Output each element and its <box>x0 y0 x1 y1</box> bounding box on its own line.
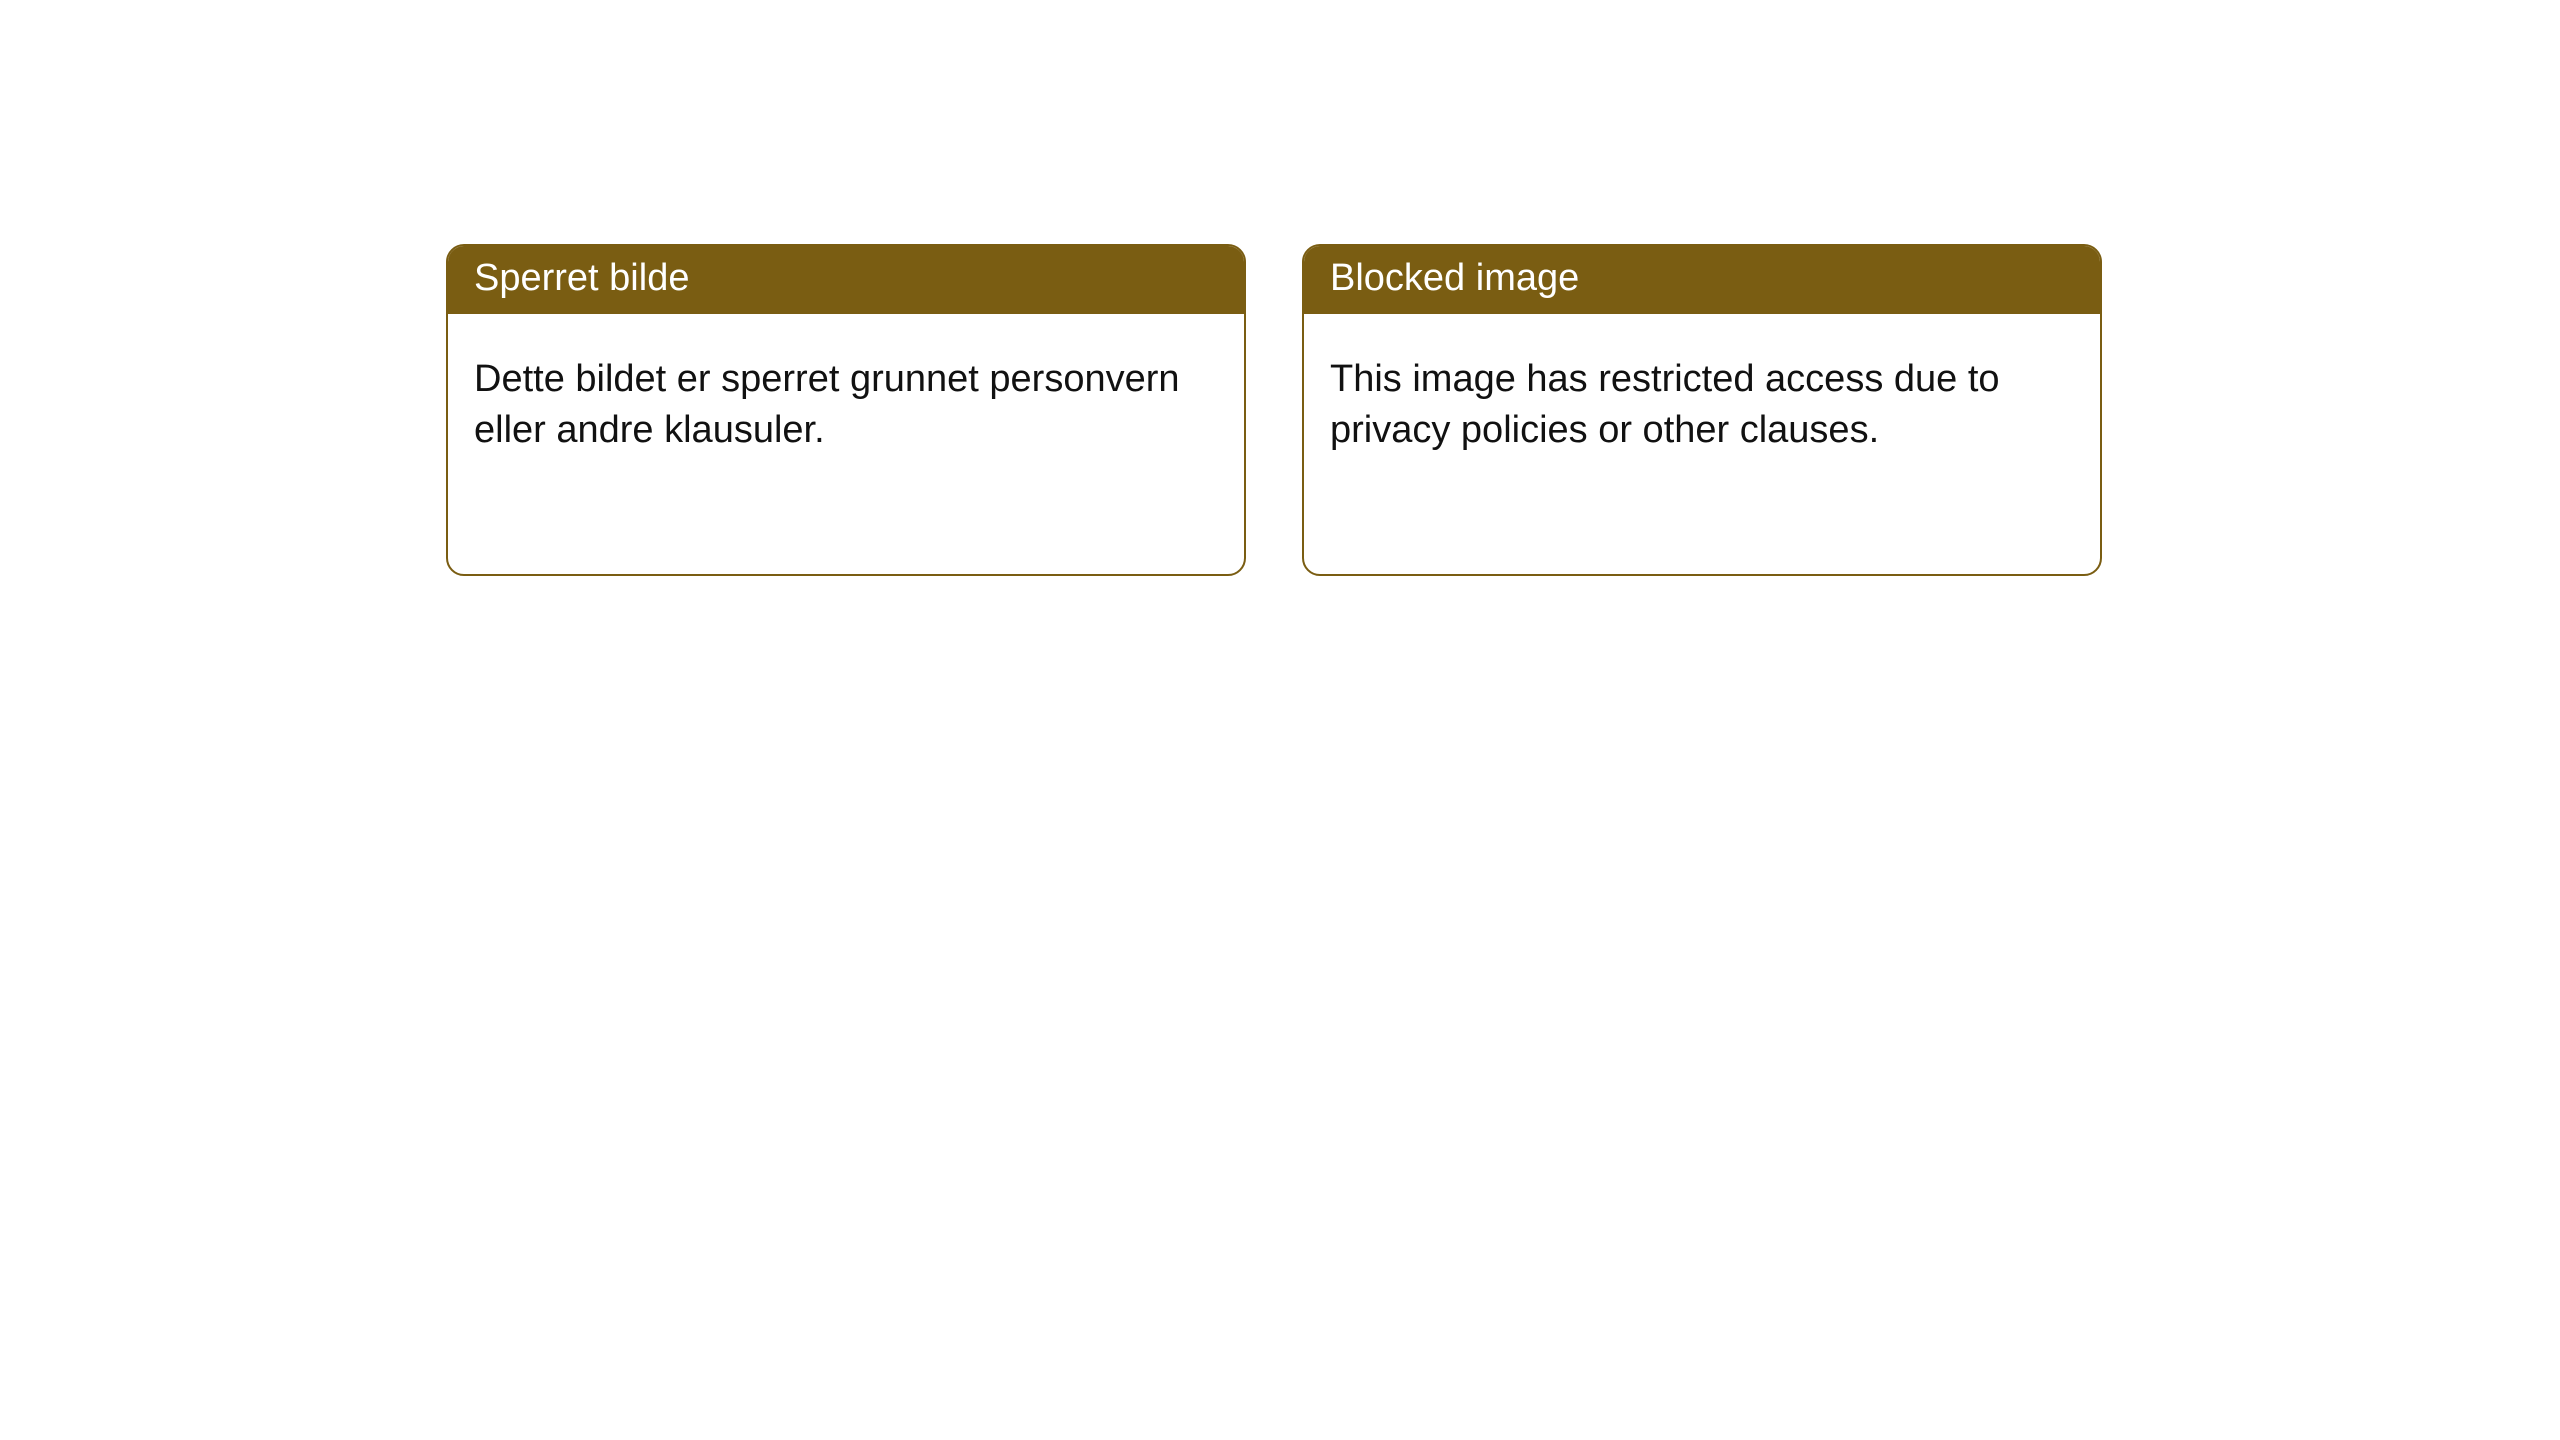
card-header: Blocked image <box>1304 246 2100 314</box>
notice-card-norwegian: Sperret bilde Dette bildet er sperret gr… <box>446 244 1246 576</box>
card-body-text: This image has restricted access due to … <box>1330 358 2000 451</box>
card-body: This image has restricted access due to … <box>1304 314 2100 483</box>
card-body-text: Dette bildet er sperret grunnet personve… <box>474 358 1180 451</box>
card-title: Blocked image <box>1330 257 1579 299</box>
notice-container: Sperret bilde Dette bildet er sperret gr… <box>0 0 2560 576</box>
card-title: Sperret bilde <box>474 257 689 299</box>
notice-card-english: Blocked image This image has restricted … <box>1302 244 2102 576</box>
card-header: Sperret bilde <box>448 246 1244 314</box>
card-body: Dette bildet er sperret grunnet personve… <box>448 314 1244 483</box>
